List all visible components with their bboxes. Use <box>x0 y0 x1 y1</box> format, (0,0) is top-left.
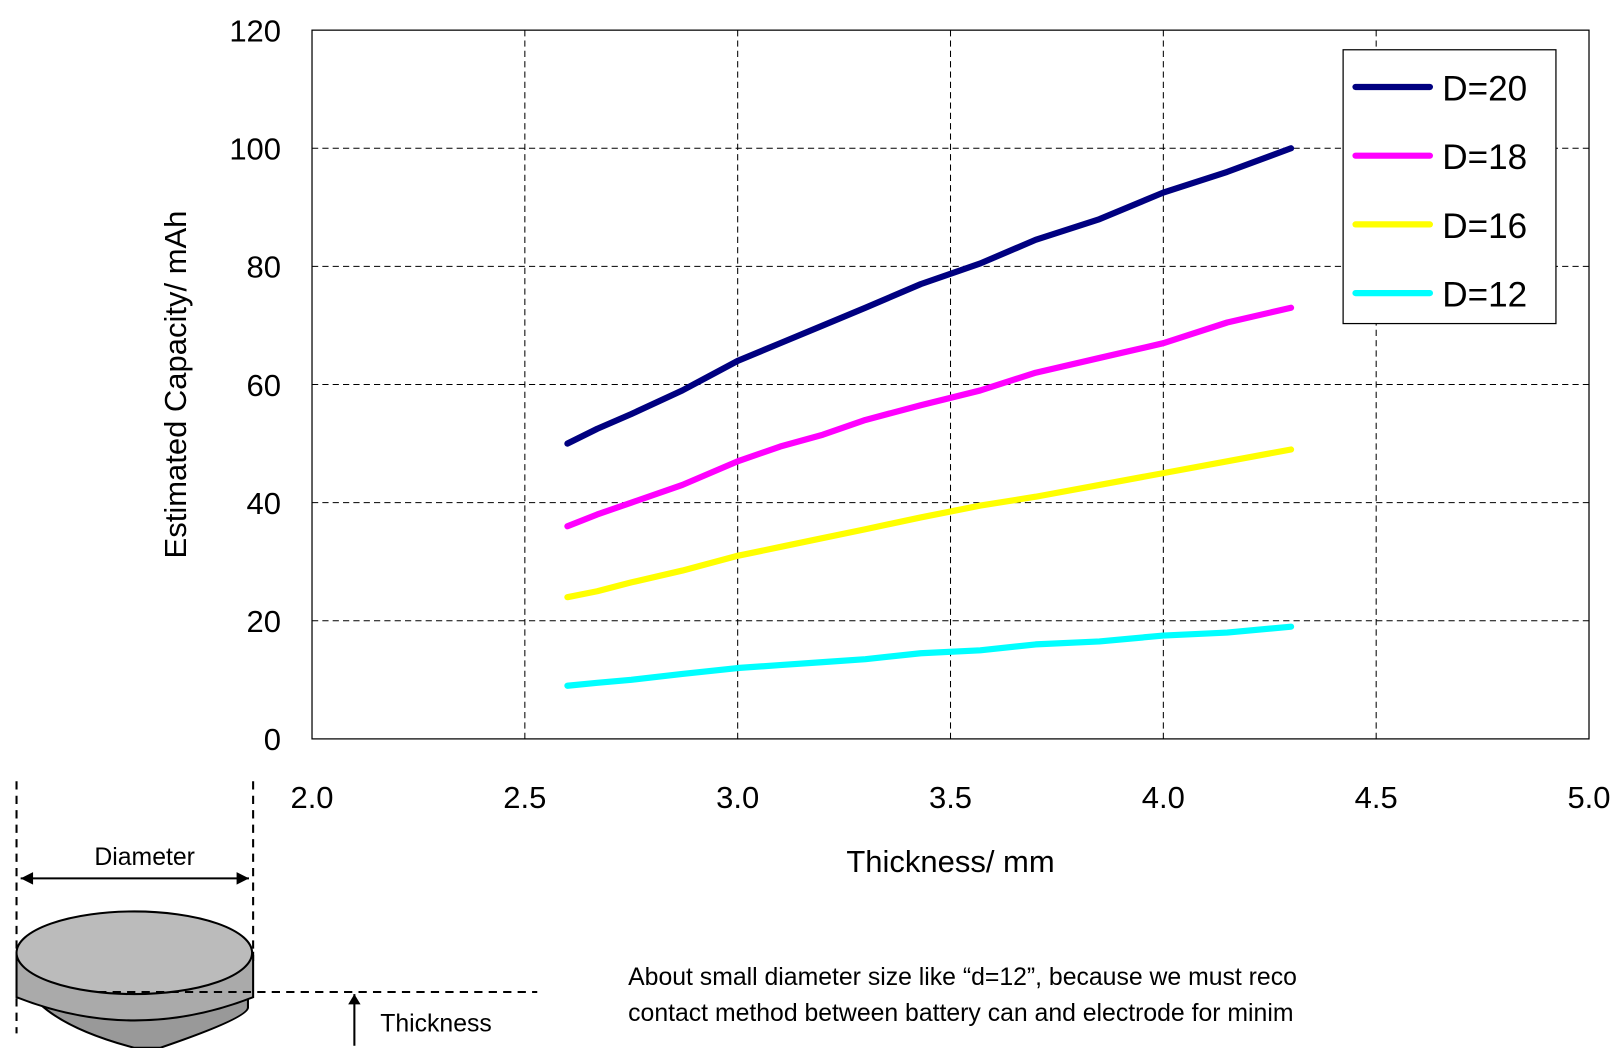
y-tick-label: 60 <box>247 368 281 403</box>
diameter-label: Diameter <box>94 844 195 871</box>
y-tick-label: 20 <box>247 604 281 639</box>
cell-diagram: Diameter Thickness <box>15 781 538 1048</box>
legend-label: D=20 <box>1442 69 1527 108</box>
series-line <box>564 446 1295 601</box>
x-tick-label: 5.0 <box>1567 780 1610 815</box>
y-tick-label: 40 <box>247 486 281 521</box>
y-axis-label: Estimated Capacity/ mAh <box>158 211 193 559</box>
series-line <box>564 145 1295 447</box>
thickness-label: Thickness <box>380 1010 492 1037</box>
x-tick-label: 4.5 <box>1355 780 1398 815</box>
x-tick-label: 2.0 <box>290 780 333 815</box>
series-line <box>564 623 1295 689</box>
y-tick-label: 120 <box>229 14 281 49</box>
cell-top <box>15 910 254 996</box>
x-tick-label: 3.0 <box>716 780 759 815</box>
arrow-head <box>348 994 361 1005</box>
x-tick-label: 3.5 <box>929 780 972 815</box>
legend-label: D=18 <box>1442 138 1527 177</box>
y-tick-label: 0 <box>264 722 281 757</box>
x-tick-label: 2.5 <box>503 780 546 815</box>
y-tick-label: 80 <box>247 250 281 285</box>
x-axis-label: Thickness/ mm <box>846 844 1054 879</box>
series-line <box>564 304 1295 530</box>
legend-label: D=12 <box>1442 276 1527 315</box>
y-tick-label: 100 <box>229 132 281 167</box>
legend-label: D=16 <box>1442 207 1527 246</box>
note-line: About small diameter size like “d=12”, b… <box>628 964 1297 991</box>
x-tick-label: 4.0 <box>1142 780 1185 815</box>
legend-box <box>1342 49 1557 325</box>
note-line: contact method between battery can and e… <box>628 1000 1293 1027</box>
